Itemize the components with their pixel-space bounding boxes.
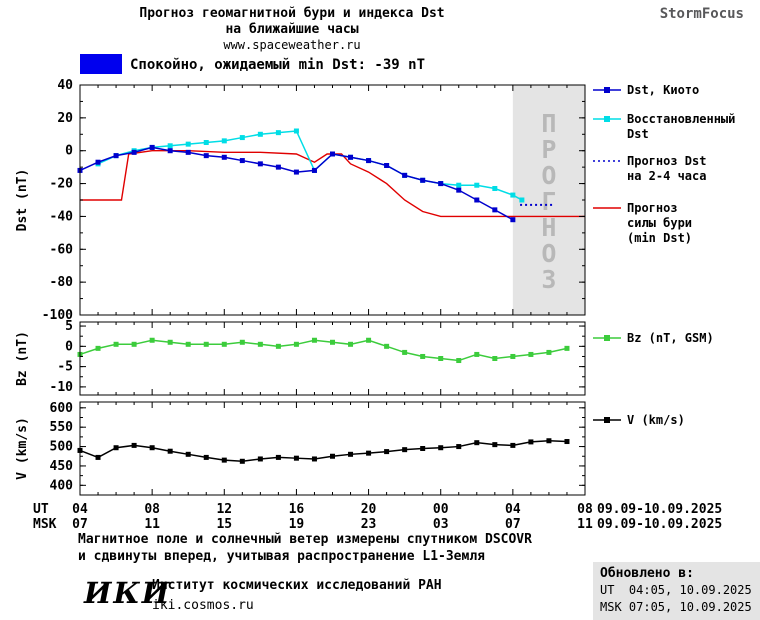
ut-tick-label: 04 <box>505 502 521 517</box>
svg-text:О: О <box>541 161 556 190</box>
y-tick-label: -60 <box>50 242 74 257</box>
legend-label: Bz (nT, GSM) <box>627 331 714 345</box>
series-storm-forecast <box>80 150 585 218</box>
svg-text:Р: Р <box>541 135 556 164</box>
y-tick-label: 600 <box>50 401 74 416</box>
y-tick-label: -10 <box>50 380 74 395</box>
panel-frame <box>79 321 586 396</box>
brand-label: StormFocus <box>659 6 744 22</box>
forecast-region <box>512 85 585 315</box>
y-tick-label: 400 <box>50 478 74 493</box>
legend-marker <box>604 417 610 423</box>
updated-msk: MSK 07:05, 10.09.2025 <box>600 600 752 614</box>
footnote-line1: Магнитное поле и солнечный ветер измерен… <box>78 532 532 547</box>
panel-bz: -10 -5 0 5 Bz (nT) <box>15 319 586 396</box>
y-tick-label: -5 <box>57 360 73 375</box>
svg-text:Н: Н <box>541 213 556 242</box>
header: Прогноз геомагнитной бури и индекса Dst … <box>0 6 584 53</box>
y-tick-label: -80 <box>50 275 74 290</box>
page-title: Прогноз геомагнитной бури и индекса Dst <box>139 6 445 21</box>
msk-tick-label: 23 <box>361 517 377 532</box>
ut-tick-label: 12 <box>216 502 232 517</box>
legend-label: на 2-4 часа <box>627 169 706 183</box>
msk-tick-label: 15 <box>216 517 232 532</box>
y-tick-label: 20 <box>57 111 73 126</box>
msk-tick-label: 19 <box>289 517 305 532</box>
msk-date-label: 09.09-10.09.2025 <box>597 517 722 532</box>
legend-label: (min Dst) <box>627 231 692 245</box>
y-tick-label: -100 <box>42 308 73 323</box>
ut-tick-label: 04 <box>72 502 88 517</box>
y-tick-label: 500 <box>50 440 74 455</box>
page-subtitle: на ближайшие часы <box>225 22 359 37</box>
legend-marker <box>604 87 610 93</box>
msk-tick-label: 11 <box>144 517 160 532</box>
institute-site: iki.cosmos.ru <box>152 598 254 613</box>
legend-label: Прогноз <box>627 201 678 215</box>
msk-row-label: MSK <box>33 517 57 532</box>
updated-ut: UT 04:05, 10.09.2025 <box>600 583 752 597</box>
ut-tick-label: 08 <box>577 502 593 517</box>
msk-tick-label: 07 <box>72 517 88 532</box>
panel-frame <box>79 84 586 316</box>
panel-v: 400 450 500 550 600 V (km/s) <box>15 401 586 496</box>
ut-tick-label: 20 <box>361 502 377 517</box>
status-color-swatch <box>80 54 122 74</box>
y-tick-label: 0 <box>65 339 73 354</box>
legend-label: Прогноз Dst <box>627 154 706 168</box>
y-tick-label: 5 <box>65 319 73 334</box>
y-axis-title: Bz (nT) <box>15 331 30 386</box>
iki-logo: ИКИ <box>84 576 172 610</box>
legend-marker <box>604 335 610 341</box>
ut-tick-label: 00 <box>433 502 449 517</box>
updated-box: Обновлено в: UT 04:05, 10.09.2025 MSK 07… <box>593 562 760 620</box>
ut-tick-label: 16 <box>289 502 305 517</box>
msk-tick-label: 11 <box>577 517 593 532</box>
y-tick-label: 550 <box>50 420 74 435</box>
status-text: Спокойно, ожидаемый min Dst: -39 nT <box>130 57 426 73</box>
svg-text:П: П <box>541 109 556 138</box>
y-tick-label: 40 <box>57 78 73 93</box>
legend-marker <box>604 116 610 122</box>
y-tick-label: -20 <box>50 177 74 192</box>
series-dst-kyoto <box>77 144 516 223</box>
ut-date-label: 09.09-10.09.2025 <box>597 502 722 517</box>
y-tick-label: 450 <box>50 459 74 474</box>
updated-label: Обновлено в: <box>600 566 694 581</box>
ut-row-label: UT <box>33 502 49 517</box>
institute-name: Институт космических исследований РАН <box>152 578 442 593</box>
series-bz-gsm <box>77 337 570 364</box>
series-solar-wind-speed <box>77 438 570 464</box>
ut-tick-label: 08 <box>144 502 160 517</box>
svg-text:О: О <box>541 239 556 268</box>
svg-text:З: З <box>541 265 556 294</box>
svg-text:Г: Г <box>541 187 556 216</box>
y-tick-label: -40 <box>50 209 74 224</box>
y-axis-title: Dst (nT) <box>15 169 30 232</box>
legend-label: V (km/s) <box>627 413 685 427</box>
footnote-line2: и сдвинуты вперед, учитывая распростране… <box>78 549 485 564</box>
legend-label: силы бури <box>627 216 692 230</box>
site-url: www.spaceweather.ru <box>223 38 361 52</box>
legend-label: Dst, Киото <box>627 83 699 97</box>
msk-tick-label: 07 <box>505 517 521 532</box>
y-tick-label: 0 <box>65 144 73 159</box>
legend-label: Восстановленный <box>627 112 735 126</box>
msk-tick-label: 03 <box>433 517 449 532</box>
y-axis-title: V (km/s) <box>15 417 30 480</box>
legend-label: Dst <box>627 127 649 141</box>
